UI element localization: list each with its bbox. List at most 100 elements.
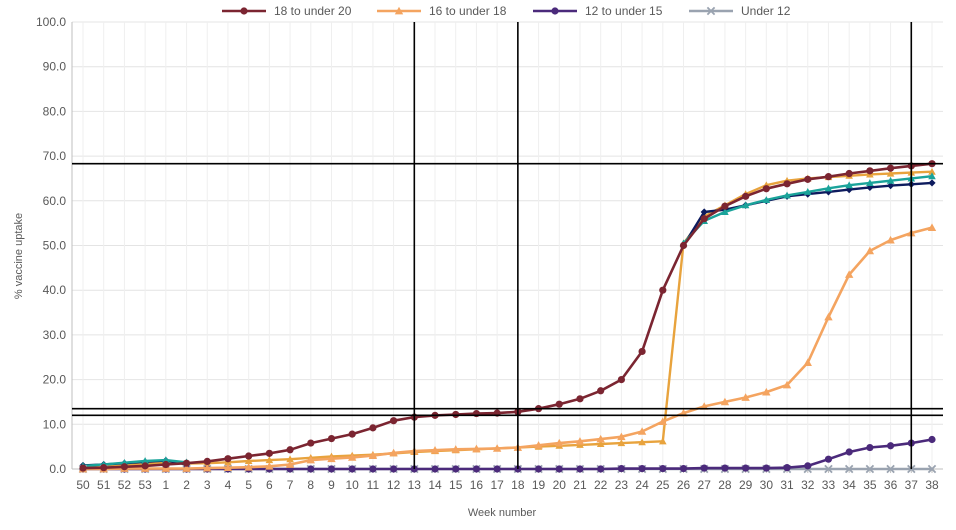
data-point-12-to-under-15 <box>742 464 750 472</box>
background-series-point <box>928 167 936 175</box>
data-point-18-to-under-20 <box>245 452 253 460</box>
data-point-16-to-under-18 <box>430 446 440 454</box>
data-point-18-to-under-20 <box>617 376 625 384</box>
data-point-18-to-under-20 <box>100 464 108 472</box>
x-tick-label: 27 <box>698 478 712 492</box>
data-point-18-to-under-20 <box>804 175 812 183</box>
data-point-16-to-under-18 <box>658 417 668 425</box>
data-point-16-to-under-18 <box>803 358 812 366</box>
background-series-point <box>845 181 853 189</box>
data-point-12-to-under-15 <box>700 464 708 472</box>
background-series-point <box>659 437 667 445</box>
data-point-12-to-under-15 <box>928 435 936 444</box>
data-point-16-to-under-18 <box>720 397 730 406</box>
data-point-18-to-under-20 <box>886 164 895 172</box>
data-point-12-to-under-15 <box>617 464 625 473</box>
data-point-16-to-under-18 <box>182 464 191 472</box>
x-tick-label: 4 <box>225 478 232 492</box>
background-series-point <box>928 179 936 187</box>
data-point-18-to-under-20 <box>327 435 336 443</box>
legend-marker-under-12 <box>706 6 716 16</box>
background-series-line <box>82 170 933 469</box>
x-tick-label: 14 <box>428 478 442 492</box>
data-point-18-to-under-20 <box>659 286 667 294</box>
background-series-point <box>265 456 274 464</box>
legend-marker-12-to-under-15 <box>551 7 559 15</box>
x-tick-label: 10 <box>346 478 360 492</box>
data-point-18-to-under-20 <box>555 400 563 408</box>
data-point-12-to-under-15 <box>431 465 439 473</box>
x-tick-label: 30 <box>760 478 774 492</box>
data-point-16-to-under-18 <box>368 451 378 459</box>
data-point-16-to-under-18 <box>451 445 460 453</box>
data-point-16-to-under-18 <box>617 432 626 441</box>
x-tick-label: 53 <box>138 478 152 492</box>
data-point-18-to-under-20 <box>348 430 356 438</box>
background-series-point <box>244 457 253 464</box>
data-point-18-to-under-20 <box>369 424 377 432</box>
background-series-point <box>886 176 895 184</box>
data-point-12-to-under-15 <box>597 465 605 473</box>
x-tick-label: 8 <box>307 478 314 492</box>
data-point-18-to-under-20 <box>120 463 129 471</box>
data-point-18-to-under-20 <box>638 347 646 356</box>
data-point-16-to-under-18 <box>637 427 647 435</box>
background-series-line <box>82 175 933 468</box>
data-point-12-to-under-15 <box>886 442 895 450</box>
data-point-16-to-under-18 <box>886 235 895 244</box>
x-tick-label: 25 <box>656 478 670 492</box>
y-tick-label: 30.0 <box>43 328 67 342</box>
data-point-12-to-under-15 <box>845 448 853 456</box>
background-series-point <box>162 456 170 464</box>
x-tick-label: 32 <box>801 478 815 492</box>
data-point-12-to-under-15 <box>721 464 729 472</box>
x-tick-label: 17 <box>490 478 504 492</box>
x-tick-label: 11 <box>367 478 380 492</box>
data-point-18-to-under-20 <box>824 173 833 181</box>
y-tick-label: 10.0 <box>43 417 67 431</box>
data-point-16-to-under-18 <box>844 270 854 278</box>
data-point-18-to-under-20 <box>762 185 770 193</box>
legend-marker-16-to-under-18 <box>394 6 404 15</box>
data-point-12-to-under-15 <box>555 465 563 473</box>
x-tick-label: 7 <box>287 478 294 492</box>
data-point-under-12 <box>865 464 875 474</box>
x-tick-label: 9 <box>328 478 335 492</box>
gridlines <box>72 21 943 469</box>
data-point-16-to-under-18 <box>203 463 212 472</box>
data-point-12-to-under-15 <box>452 465 460 473</box>
y-tick-label: 50.0 <box>43 239 67 253</box>
x-tick-label: 22 <box>594 478 608 492</box>
data-point-12-to-under-15 <box>824 455 833 463</box>
x-tick-label: 12 <box>387 478 401 492</box>
background-series-point <box>762 196 771 203</box>
data-point-12-to-under-15 <box>804 462 812 470</box>
background-series-point <box>721 208 729 216</box>
x-tick-label: 38 <box>925 478 939 492</box>
x-tick-label: 31 <box>780 478 794 492</box>
x-tick-label: 37 <box>905 478 919 492</box>
data-point-16-to-under-18 <box>596 434 605 443</box>
y-tick-label: 80.0 <box>43 104 67 118</box>
x-tick-label: 34 <box>842 478 856 492</box>
data-point-under-12 <box>844 464 854 474</box>
data-point-12-to-under-15 <box>534 465 543 473</box>
data-point-16-to-under-18 <box>285 460 295 468</box>
data-point-16-to-under-18 <box>782 380 792 389</box>
series-lines <box>78 160 937 474</box>
background-series-point <box>824 184 833 192</box>
data-point-18-to-under-20 <box>162 460 170 469</box>
legend-label-18-to-under-20: 18 to under 20 <box>274 4 352 18</box>
data-point-18-to-under-20 <box>783 180 791 188</box>
data-point-18-to-under-20 <box>307 439 315 447</box>
x-tick-label: 33 <box>822 478 836 492</box>
data-point-18-to-under-20 <box>866 167 874 175</box>
y-axis-label: % vaccine uptake <box>13 213 25 299</box>
data-point-16-to-under-18 <box>824 312 833 321</box>
background-series-point <box>617 439 626 447</box>
background-series-line <box>82 181 933 467</box>
data-point-16-to-under-18 <box>327 454 336 463</box>
data-point-12-to-under-15 <box>783 464 791 472</box>
